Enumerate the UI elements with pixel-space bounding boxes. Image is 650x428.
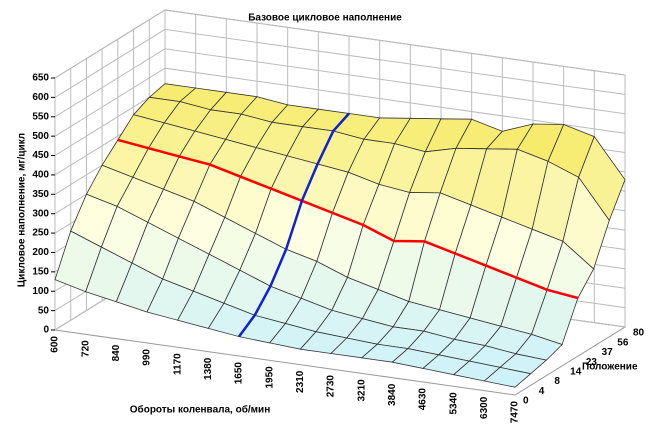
x-tick-label: 600 <box>50 336 61 353</box>
y-tick-label: 50 <box>38 305 50 316</box>
y-tick-label: 450 <box>32 150 49 161</box>
highlight-column <box>237 112 350 338</box>
x-tick-label: 1950 <box>264 366 275 389</box>
y-tick-label: 600 <box>32 92 49 103</box>
y-tick-label: 200 <box>32 247 49 258</box>
x-tick-label: 3210 <box>356 379 367 402</box>
y-tick-label: 0 <box>43 325 49 336</box>
depth-tick-label: 8 <box>554 376 560 387</box>
grid-line <box>54 48 626 118</box>
depth-tick-label: 0 <box>523 396 529 407</box>
x-tick-label: 840 <box>111 344 122 361</box>
x-tick-label: 1380 <box>203 357 214 380</box>
depth-tick-label: 56 <box>617 337 629 348</box>
x-tick-label: 3840 <box>387 383 398 406</box>
y-tick-label: 550 <box>32 111 49 122</box>
chart-title: Базовое цикловое наполнение <box>248 13 402 24</box>
x-tick-label: 1650 <box>234 362 245 385</box>
x-tick-label: 720 <box>80 340 91 357</box>
surface-cell <box>483 366 532 388</box>
y-tick-label: 150 <box>32 266 49 277</box>
y-tick-label: 650 <box>32 73 49 84</box>
depth-tick-label: 14 <box>570 366 582 377</box>
y-tick-label: 350 <box>32 189 49 200</box>
grid-line <box>54 28 626 98</box>
highlight-row <box>117 138 579 300</box>
y-tick-label: 100 <box>32 286 49 297</box>
x-tick-label: 990 <box>142 349 153 366</box>
y-axis-title: Цикловое наполнение, мг/цикл <box>17 133 28 287</box>
y-tick-label: 500 <box>32 131 49 142</box>
x-tick-label: 1170 <box>172 353 183 375</box>
y-tick-label: 400 <box>32 170 49 181</box>
y-tick-label: 250 <box>32 228 49 239</box>
grid-line <box>54 9 626 79</box>
x-tick-label: 2310 <box>295 370 306 393</box>
x-tick-label: 7470 <box>510 401 521 424</box>
depth-tick-label: 23 <box>586 357 598 368</box>
x-tick-label: 6300 <box>479 396 490 419</box>
depth-tick-label: 80 <box>633 328 645 339</box>
y-tick-label: 300 <box>32 208 49 219</box>
x-axis-title: Обороты коленвала, об/мин <box>130 404 271 416</box>
depth-tick-label: 4 <box>539 386 545 397</box>
grid-line <box>54 67 626 137</box>
x-tick-label: 5340 <box>448 392 459 415</box>
depth-axis-title: Положение <box>582 362 638 373</box>
x-tick-label: 4630 <box>418 388 429 411</box>
depth-tick-label: 37 <box>602 347 614 358</box>
x-tick-label: 2730 <box>326 375 337 398</box>
